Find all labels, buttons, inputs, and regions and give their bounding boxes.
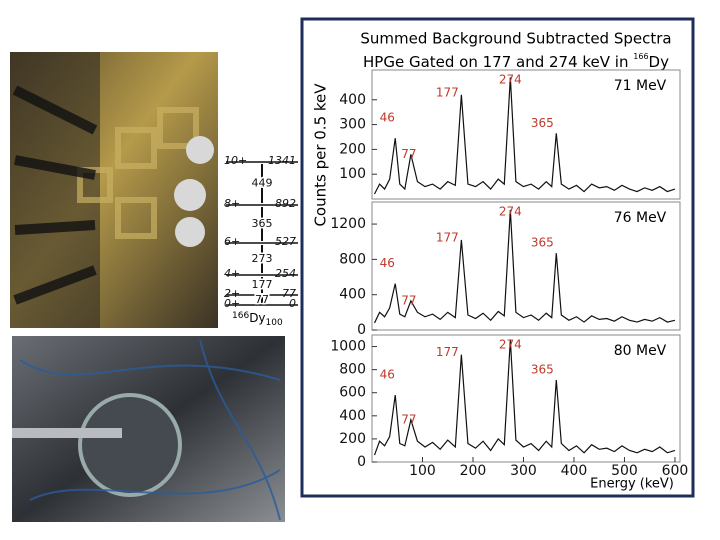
level-spin: 2+	[224, 287, 240, 300]
peak-label: 46	[380, 256, 395, 270]
x-tick-label: 200	[460, 463, 487, 479]
spectrum-line	[373, 339, 676, 456]
y-tick-label: 800	[339, 362, 366, 378]
panel-label: 80 MeV	[614, 343, 667, 359]
level-scheme-bg	[218, 140, 302, 330]
peak-label: 365	[531, 363, 554, 377]
panel-label: 76 MeV	[614, 210, 667, 226]
peak-label: 365	[531, 116, 554, 130]
chart-subtitle: HPGe Gated on 177 and 274 keV in 166Dy	[363, 52, 669, 71]
subtitle-mass: 166	[633, 52, 648, 61]
y-axis-label: Counts per 0.5 keV	[312, 83, 330, 227]
transition-energy: 177	[252, 278, 273, 291]
x-tick-label: 400	[561, 463, 588, 479]
level-energy: 1341	[268, 154, 296, 167]
peak-label: 365	[531, 236, 554, 250]
x-axis-label: Energy (keV)	[590, 477, 674, 492]
y-tick-label: 400	[339, 92, 366, 108]
x-tick-label: 600	[662, 463, 689, 479]
x-tick-label: 300	[510, 463, 537, 479]
transition-energy: 273	[252, 252, 273, 265]
y-tick-label: 1200	[330, 216, 366, 232]
y-tick-label: 1000	[330, 339, 366, 355]
y-tick-label: 200	[339, 141, 366, 157]
peak-label: 177	[436, 345, 459, 359]
level-spin: 8+	[224, 197, 240, 210]
peak-label: 46	[380, 368, 395, 382]
panel-frame	[371, 201, 681, 331]
spectrum-line	[373, 209, 676, 324]
nucleus-mass: 166	[232, 311, 249, 321]
y-tick-label: 600	[339, 385, 366, 401]
y-tick-label: 800	[339, 251, 366, 267]
level-spin: 6+	[224, 235, 240, 248]
level-scheme: 10+ 1341 8+ 892 6+ 527 4+ 254 2+ 77 0+ 0 449 365 273 17…	[224, 154, 298, 328]
peak-label: 77	[401, 412, 416, 426]
chart-frame	[300, 17, 695, 498]
level-energy: 0	[289, 297, 296, 310]
chart-title: Summed Background Subtracted Spectra	[360, 30, 671, 48]
peak-label: 77	[401, 293, 416, 307]
transition-energy: 365	[252, 217, 273, 230]
transition-energy: 449	[252, 177, 273, 190]
level-energy: 892	[275, 197, 296, 210]
y-tick-label: 0	[357, 322, 366, 338]
subtitle-text: HPGe Gated on 177 and 274 keV in	[363, 53, 628, 71]
subtitle-element: Dy	[649, 53, 670, 71]
peak-label: 274	[499, 73, 522, 87]
nucleus-neutrons: 100	[266, 318, 283, 328]
x-tick-label: 100	[409, 463, 436, 479]
nucleus-label: 166Dy100	[232, 311, 283, 328]
nucleus-element: Dy	[249, 311, 265, 325]
spectrum-line	[373, 77, 676, 195]
y-tick-label: 200	[339, 431, 366, 447]
transition-energy: 77	[255, 293, 269, 306]
x-tick-label: 500	[611, 463, 638, 479]
y-tick-label: 400	[339, 408, 366, 424]
y-tick-label: 0	[357, 454, 366, 470]
level-energy: 527	[275, 235, 296, 248]
level-energy: 254	[275, 267, 296, 280]
peak-label: 274	[499, 205, 522, 219]
peak-label: 177	[436, 85, 459, 99]
peak-label: 177	[436, 230, 459, 244]
panel-label: 71 MeV	[614, 78, 667, 94]
array-photo	[12, 336, 285, 522]
y-tick-label: 300	[339, 117, 366, 133]
y-tick-label: 400	[339, 287, 366, 303]
level-spin: 10+	[224, 154, 247, 167]
panel-frame	[371, 69, 681, 200]
y-tick-label: 100	[339, 166, 366, 182]
level-spin: 0+	[224, 297, 240, 310]
peak-label: 77	[401, 147, 416, 161]
panel-frame	[371, 334, 681, 463]
peak-label: 274	[499, 338, 522, 352]
level-energy: 77	[282, 287, 296, 300]
level-spin: 4+	[224, 267, 240, 280]
peak-label: 46	[380, 111, 395, 125]
detector-photo	[10, 52, 218, 328]
